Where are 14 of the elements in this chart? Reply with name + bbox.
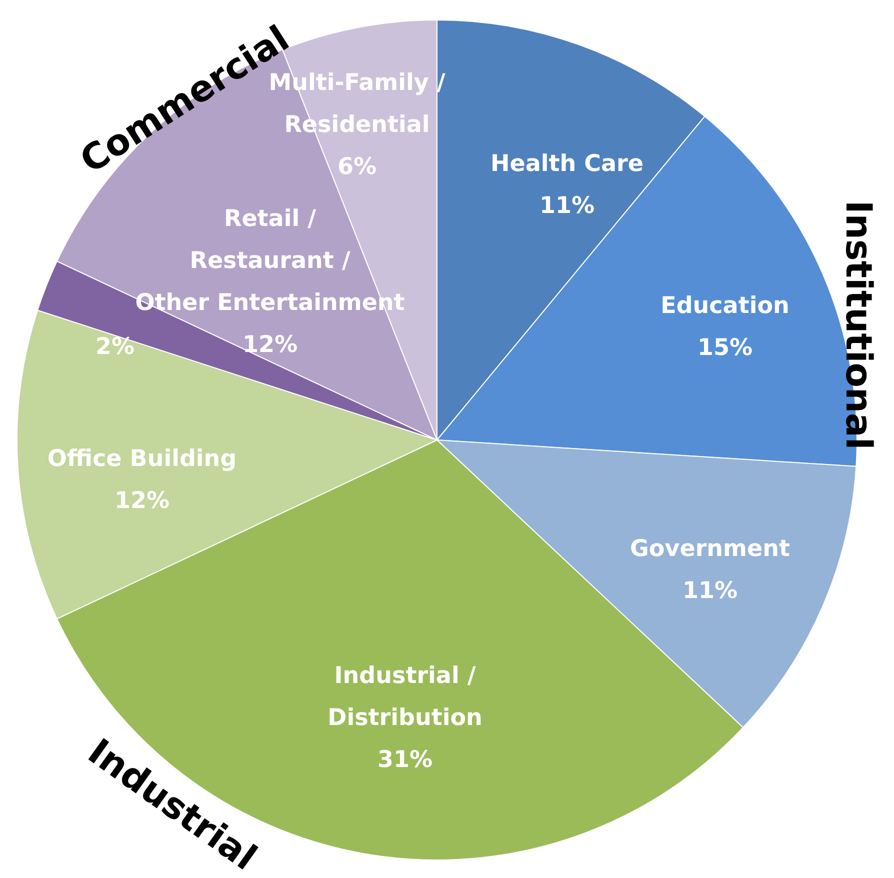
data-label: 31% — [377, 747, 433, 773]
data-label: 12% — [242, 332, 298, 358]
data-label: 12% — [114, 488, 170, 514]
data-label: 15% — [697, 335, 753, 361]
data-label: 11% — [539, 193, 595, 219]
text: Institutional — [838, 200, 878, 450]
data-label: 2% — [95, 334, 135, 360]
slice-label: Government — [630, 536, 790, 562]
slice-label: Industrial / Distribution — [328, 663, 482, 731]
slice-label: Health Care — [490, 151, 644, 177]
data-label: 11% — [682, 578, 738, 604]
slice-label: Education — [660, 293, 790, 319]
slice-label: Office Building — [47, 446, 237, 472]
data-label: 6% — [337, 154, 377, 180]
